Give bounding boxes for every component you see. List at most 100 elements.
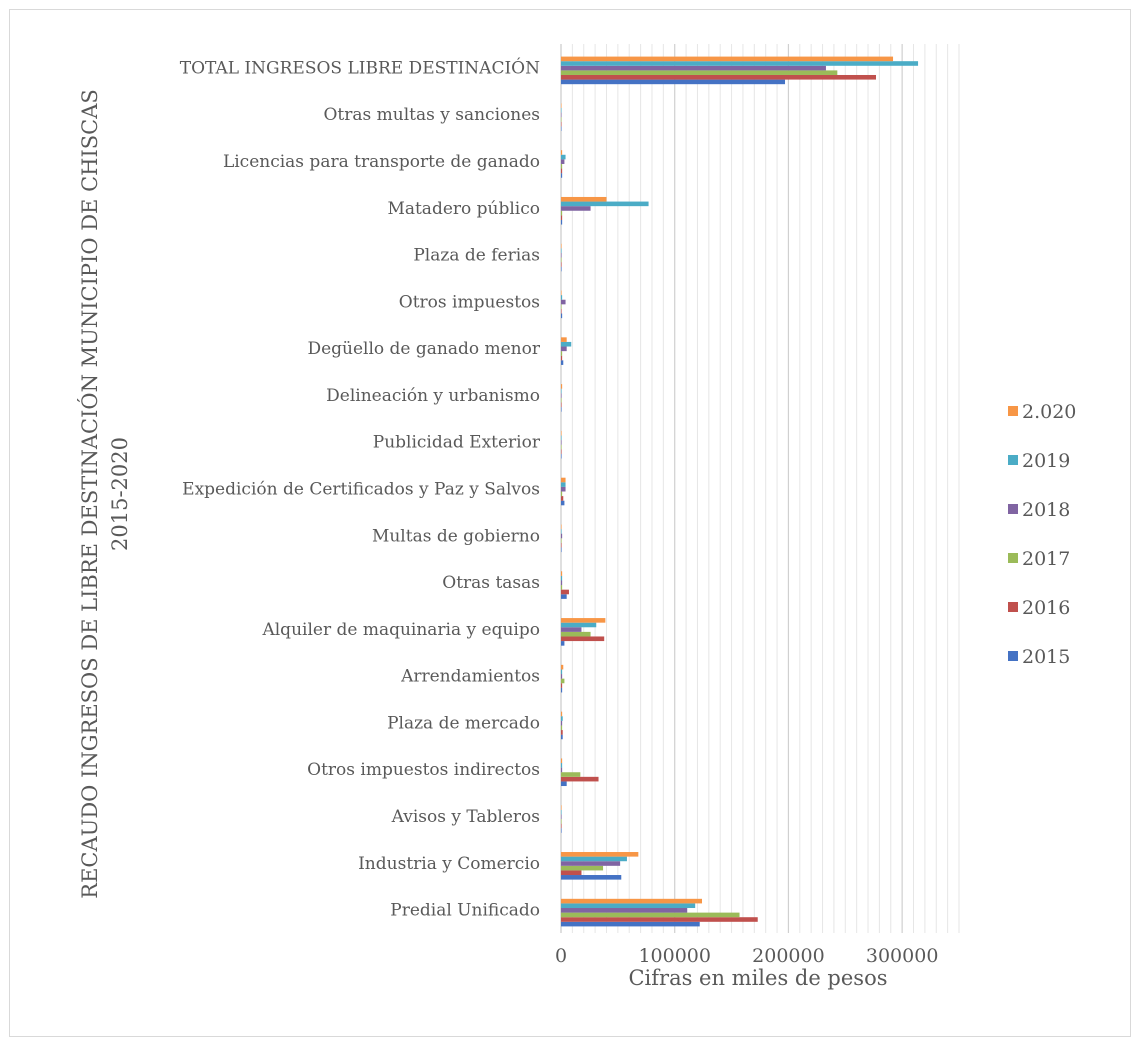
y-axis-title: RECAUDO INGRESOS DE LIBRE DESTINACIÓN MU… bbox=[77, 89, 132, 898]
bar-2017-8 bbox=[561, 538, 562, 543]
legend-swatch bbox=[1008, 504, 1018, 514]
legend: 2.020 2019 2018 2017 2016 2015 bbox=[1008, 401, 1076, 668]
bar-2019-7 bbox=[561, 575, 563, 581]
bar-2016-1 bbox=[561, 870, 582, 876]
bar-2016-6 bbox=[561, 636, 605, 642]
bar-2017-3 bbox=[561, 772, 581, 777]
legend-label: 2017 bbox=[1022, 548, 1070, 570]
bar-2.020-7 bbox=[561, 571, 563, 576]
category-label: Otras multas y sanciones bbox=[323, 105, 540, 125]
bar-2018-17 bbox=[561, 112, 562, 118]
bar-2018-13 bbox=[561, 299, 566, 305]
bar-2016-11 bbox=[561, 402, 562, 408]
category-label: Otros impuestos bbox=[399, 292, 540, 312]
bar-2017-9 bbox=[561, 491, 563, 497]
category-label: Arrendamientos bbox=[400, 667, 540, 687]
bar-2018-4 bbox=[561, 720, 563, 726]
bar-2.020-8 bbox=[561, 524, 562, 530]
legend-swatch bbox=[1008, 602, 1018, 612]
bar-2019-13 bbox=[561, 295, 563, 300]
bar-2.020-12 bbox=[561, 337, 567, 342]
category-label: Expedición de Certificados y Paz y Salvo… bbox=[182, 480, 540, 500]
bar-2016-10 bbox=[561, 449, 562, 454]
bar-2018-10 bbox=[561, 440, 562, 445]
bar-2015-6 bbox=[561, 641, 565, 646]
bar-2019-14 bbox=[561, 248, 562, 253]
bar-2.020-10 bbox=[561, 430, 562, 436]
bar-2015-10 bbox=[561, 453, 562, 459]
bar-2018-14 bbox=[561, 252, 562, 258]
bar-2019-12 bbox=[561, 341, 572, 347]
bar-2019-17 bbox=[561, 107, 562, 113]
bar-2.020-14 bbox=[561, 243, 562, 249]
category-label: Licencias para transporte de ganado bbox=[223, 152, 540, 172]
bar-2016-13 bbox=[561, 308, 562, 314]
bars bbox=[561, 56, 919, 927]
bar-2.020-15 bbox=[561, 196, 607, 202]
bar-2018-11 bbox=[561, 393, 562, 398]
x-tick-label: 0 bbox=[555, 945, 567, 967]
bar-2018-16 bbox=[561, 159, 565, 164]
x-tick-label: 100000 bbox=[638, 945, 711, 967]
bar-2017-4 bbox=[561, 725, 563, 731]
bar-2016-15 bbox=[561, 215, 563, 220]
category-label: Plaza de ferias bbox=[413, 246, 540, 266]
bar-2016-8 bbox=[561, 542, 562, 548]
legend-swatch bbox=[1008, 406, 1018, 416]
category-label: Delineación y urbanismo bbox=[326, 386, 540, 406]
bar-2017-13 bbox=[561, 304, 562, 309]
category-label: Otras tasas bbox=[442, 573, 540, 593]
bar-2018-8 bbox=[561, 533, 563, 539]
category-label: Avisos y Tableros bbox=[391, 807, 540, 827]
bar-2018-6 bbox=[561, 627, 582, 632]
bar-2019-9 bbox=[561, 482, 566, 487]
bar-2019-15 bbox=[561, 201, 649, 207]
bar-2018-1 bbox=[561, 861, 621, 866]
bar-2015-9 bbox=[561, 500, 565, 506]
bar-2016-14 bbox=[561, 262, 562, 267]
bar-2.020-0 bbox=[561, 898, 703, 904]
bar-2017-16 bbox=[561, 163, 563, 169]
bar-2016-0 bbox=[561, 917, 758, 922]
bar-2017-12 bbox=[561, 351, 563, 356]
bar-2.020-9 bbox=[561, 477, 566, 483]
bar-2017-10 bbox=[561, 444, 562, 450]
bar-2019-8 bbox=[561, 529, 562, 534]
legend-label: 2.020 bbox=[1022, 401, 1076, 423]
bar-2017-5 bbox=[561, 678, 565, 684]
bar-2017-0 bbox=[561, 912, 740, 918]
bar-2018-5 bbox=[561, 674, 563, 679]
bar-2017-7 bbox=[561, 585, 563, 590]
bar-2015-3 bbox=[561, 781, 567, 787]
bar-2017-17 bbox=[561, 117, 562, 122]
legend-label: 2018 bbox=[1022, 499, 1070, 521]
bar-2.020-1 bbox=[561, 852, 639, 857]
bar-2019-10 bbox=[561, 435, 562, 441]
x-tick-label: 200000 bbox=[752, 945, 825, 967]
bar-2015-11 bbox=[561, 407, 562, 412]
bar-2.020-16 bbox=[561, 150, 563, 155]
bar-2018-7 bbox=[561, 580, 563, 586]
bar-2018-3 bbox=[561, 767, 563, 773]
legend-label: 2015 bbox=[1022, 646, 1070, 668]
category-label: Industria y Comercio bbox=[358, 854, 540, 874]
bar-2018-18 bbox=[561, 65, 826, 71]
bar-2015-5 bbox=[561, 687, 563, 693]
bar-2015-18 bbox=[561, 79, 786, 85]
category-label: Predial Unificado bbox=[390, 901, 540, 921]
bar-2016-18 bbox=[561, 74, 876, 80]
bar-2016-9 bbox=[561, 496, 564, 501]
bar-2.020-13 bbox=[561, 290, 562, 296]
bar-2.020-4 bbox=[561, 711, 563, 717]
y-axis-title-line: 2015-2020 bbox=[108, 437, 132, 551]
bar-2019-16 bbox=[561, 154, 566, 160]
bar-2016-4 bbox=[561, 730, 563, 735]
bar-2017-6 bbox=[561, 631, 591, 637]
legend-label: 2019 bbox=[1022, 450, 1070, 472]
bar-2015-1 bbox=[561, 875, 622, 880]
gridlines bbox=[560, 44, 960, 933]
bar-2.020-11 bbox=[561, 384, 563, 389]
bar-2019-11 bbox=[561, 388, 562, 394]
bar-2017-18 bbox=[561, 70, 838, 75]
